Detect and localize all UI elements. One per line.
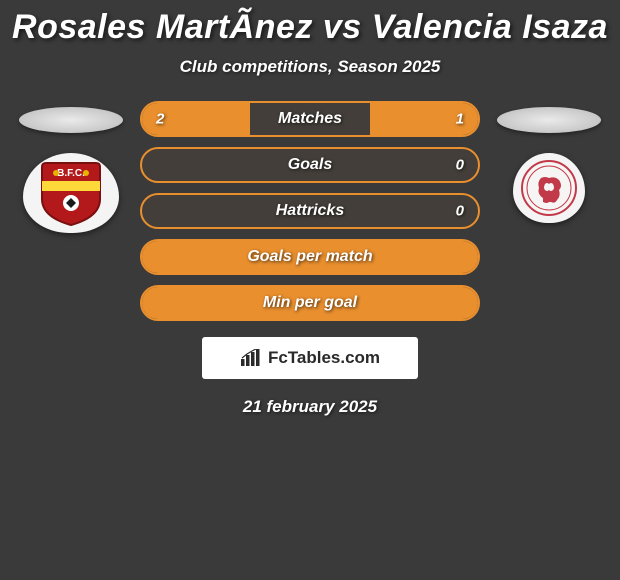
stat-label: Matches (142, 110, 478, 128)
bar-chart-icon (240, 349, 262, 367)
left-team-column: B.F.C. (12, 101, 130, 233)
page-title: Rosales MartÃnez vs Valencia Isaza (0, 8, 620, 47)
right-team-column (490, 101, 608, 223)
stat-bar-min-per-goal: Min per goal (140, 285, 480, 321)
stat-value-right: 0 (456, 157, 464, 174)
shield-icon: B.F.C. (36, 159, 106, 227)
stat-bar-goals-per-match: Goals per match (140, 239, 480, 275)
stat-label: Goals per match (142, 248, 478, 266)
svg-text:B.F.C.: B.F.C. (57, 168, 85, 179)
main-row: B.F.C. 2 Matches 1 Goals (0, 101, 620, 321)
branding-badge[interactable]: FcTables.com (202, 337, 418, 379)
left-team-crest: B.F.C. (23, 153, 119, 233)
stat-label: Goals (142, 156, 478, 174)
left-oval-pedestal (19, 107, 123, 133)
stat-bar-hattricks: Hattricks 0 (140, 193, 480, 229)
date-text: 21 february 2025 (0, 397, 620, 417)
infographic-container: Rosales MartÃnez vs Valencia Isaza Club … (0, 0, 620, 417)
stat-value-right: 1 (456, 111, 464, 128)
right-team-crest (513, 153, 585, 223)
stat-bar-matches: 2 Matches 1 (140, 101, 480, 137)
stat-label: Hattricks (142, 202, 478, 220)
stat-value-right: 0 (456, 203, 464, 220)
stat-label: Min per goal (142, 294, 478, 312)
stat-bar-goals: Goals 0 (140, 147, 480, 183)
subtitle: Club competitions, Season 2025 (0, 57, 620, 77)
lion-crest-icon (519, 158, 579, 218)
branding-text: FcTables.com (268, 348, 380, 368)
right-oval-pedestal (497, 107, 601, 133)
stats-bars: 2 Matches 1 Goals 0 Hattricks 0 (130, 101, 490, 321)
